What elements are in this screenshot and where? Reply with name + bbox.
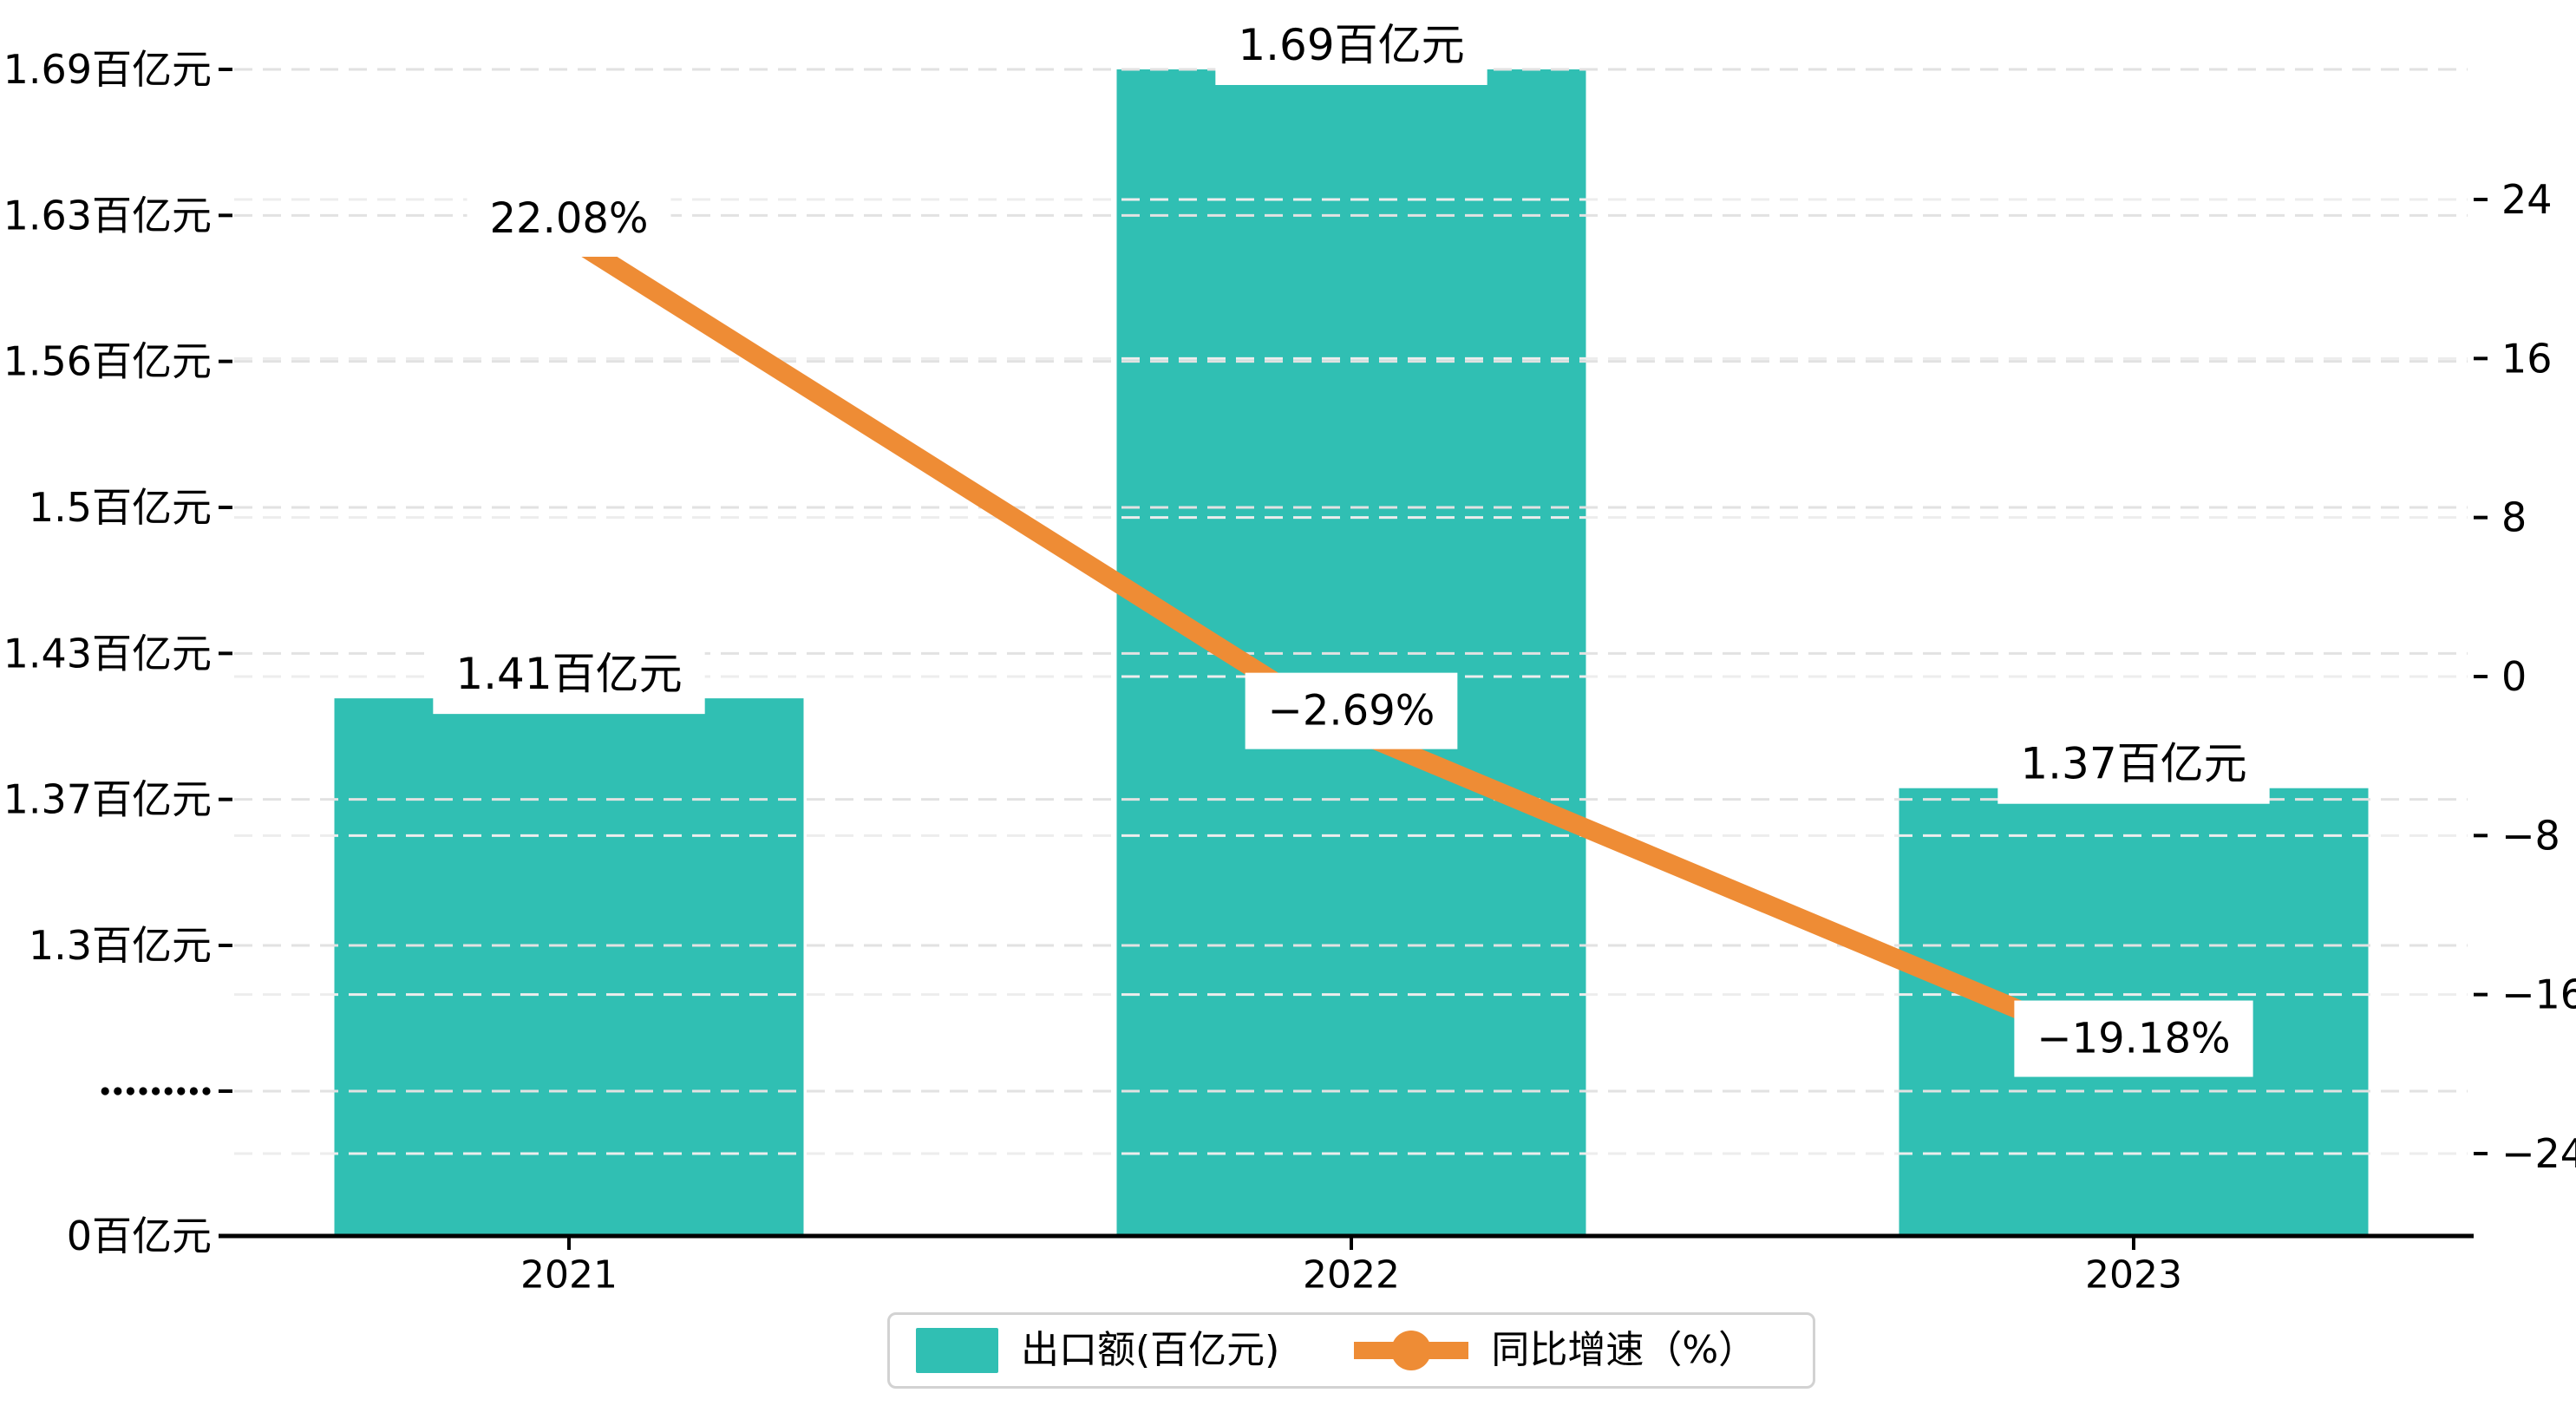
bar-value-label-box <box>1215 5 1487 85</box>
x-tick-label: 2022 <box>1303 1253 1400 1298</box>
legend: 出口额(百亿元) 同比增速（%） <box>887 1312 1815 1389</box>
left-tick-label: 1.56百亿元 <box>3 338 212 385</box>
right-tick-label: 16 <box>2501 335 2553 382</box>
tick-marks <box>219 68 2488 1250</box>
x-tick-label: 2021 <box>520 1253 618 1298</box>
bar-series-swatch <box>916 1328 998 1373</box>
tick-labels: 1.3百亿元 1.37百亿元 1.43百亿元 1.5百亿元 1.56百亿元 1.63百亿元… <box>3 46 2576 1298</box>
left-tick-label: 1.37百亿元 <box>3 776 212 823</box>
left-zero-label: 0百亿元 <box>67 1213 212 1259</box>
line-series-label: 同比增速（%） <box>1491 1328 1757 1372</box>
right-tick-label: −8 <box>2501 812 2560 859</box>
bar-2021 <box>334 698 804 1236</box>
line-value-label: −2.69% <box>1268 687 1435 736</box>
left-tick-label: 1.63百亿元 <box>3 192 212 239</box>
bar-value-label-box <box>1997 723 2270 804</box>
right-tick-label: −24 <box>2501 1130 2576 1177</box>
point-labels: 1.41百亿元 1.69百亿元 1.37百亿元 22.08% −2.69% −19.18% <box>433 5 2270 1077</box>
axis-break-dots <box>101 1087 211 1095</box>
x-tick-label: 2023 <box>2085 1253 2182 1298</box>
line-series-icon <box>1354 1331 1469 1370</box>
bar-value-label: 1.37百亿元 <box>2020 739 2246 789</box>
bar-value-label: 1.41百亿元 <box>455 649 682 699</box>
bar-series-label: 出口额(百亿元) <box>1021 1328 1280 1372</box>
line-value-label-box <box>2014 1000 2253 1077</box>
left-tick-label: 1.43百亿元 <box>3 630 212 677</box>
line-value-label-box <box>467 180 671 257</box>
left-tick-label: 1.3百亿元 <box>29 922 212 969</box>
legend-item-line: 同比增速（%） <box>1354 1328 1756 1373</box>
right-tick-label: 8 <box>2501 494 2527 541</box>
left-tick-label: 1.69百亿元 <box>3 46 212 93</box>
line-value-label: 22.08% <box>489 194 648 243</box>
right-tick-label: −16 <box>2501 971 2576 1018</box>
line-value-label: −19.18% <box>2037 1015 2230 1063</box>
legend-item-bar: 出口额(百亿元) <box>916 1328 1279 1373</box>
line-value-label-box <box>1245 672 1458 749</box>
right-tick-label: 24 <box>2501 176 2553 223</box>
right-tick-label: 0 <box>2501 653 2527 700</box>
left-tick-label: 1.5百亿元 <box>29 484 212 531</box>
bar-value-label: 1.69百亿元 <box>1238 20 1464 70</box>
bar-value-label-box <box>433 634 705 715</box>
